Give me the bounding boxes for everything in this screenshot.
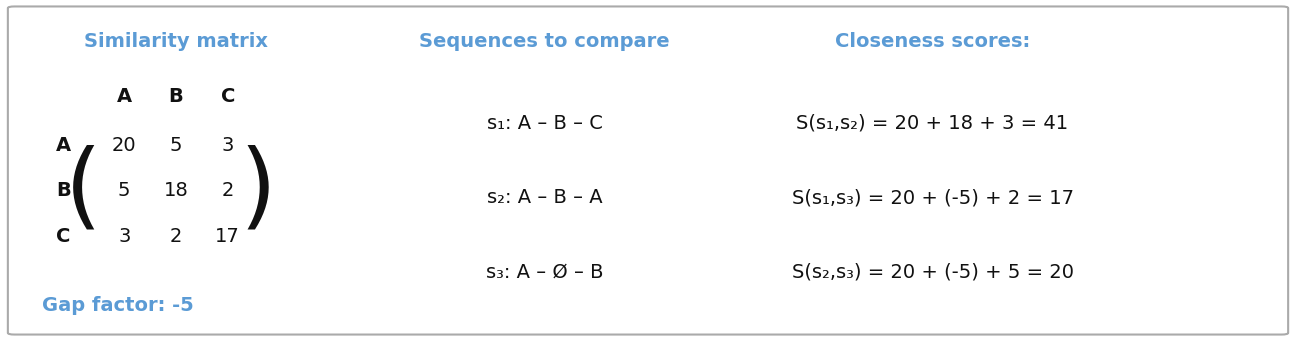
Text: 2: 2 xyxy=(222,181,233,200)
Text: S(s₁,s₃) = 20 + (-5) + 2 = 17: S(s₁,s₃) = 20 + (-5) + 2 = 17 xyxy=(792,188,1073,207)
Text: Gap factor: -5: Gap factor: -5 xyxy=(41,296,193,315)
Text: 3: 3 xyxy=(118,227,131,246)
Text: ): ) xyxy=(238,145,276,237)
Text: A: A xyxy=(56,136,71,154)
Text: B: B xyxy=(56,181,71,200)
Text: Closeness scores:: Closeness scores: xyxy=(835,32,1030,51)
Text: 2: 2 xyxy=(170,227,183,246)
Text: B: B xyxy=(168,87,183,106)
Text: s₁: A – B – C: s₁: A – B – C xyxy=(486,114,603,133)
Text: 20: 20 xyxy=(111,136,136,154)
Text: 5: 5 xyxy=(170,136,183,154)
Text: S(s₁,s₂) = 20 + 18 + 3 = 41: S(s₁,s₂) = 20 + 18 + 3 = 41 xyxy=(797,114,1069,133)
Text: Sequences to compare: Sequences to compare xyxy=(419,32,670,51)
Text: 5: 5 xyxy=(118,181,131,200)
FancyBboxPatch shape xyxy=(8,6,1288,335)
Text: 18: 18 xyxy=(163,181,188,200)
Text: C: C xyxy=(56,227,71,246)
Text: 3: 3 xyxy=(222,136,233,154)
Text: A: A xyxy=(117,87,132,106)
Text: (: ( xyxy=(65,145,101,237)
Text: 17: 17 xyxy=(215,227,240,246)
Text: C: C xyxy=(220,87,235,106)
Text: S(s₂,s₃) = 20 + (-5) + 5 = 20: S(s₂,s₃) = 20 + (-5) + 5 = 20 xyxy=(792,263,1073,281)
Text: s₃: A – Ø – B: s₃: A – Ø – B xyxy=(486,263,604,281)
Text: s₂: A – B – A: s₂: A – B – A xyxy=(487,188,603,207)
Text: Similarity matrix: Similarity matrix xyxy=(84,32,268,51)
